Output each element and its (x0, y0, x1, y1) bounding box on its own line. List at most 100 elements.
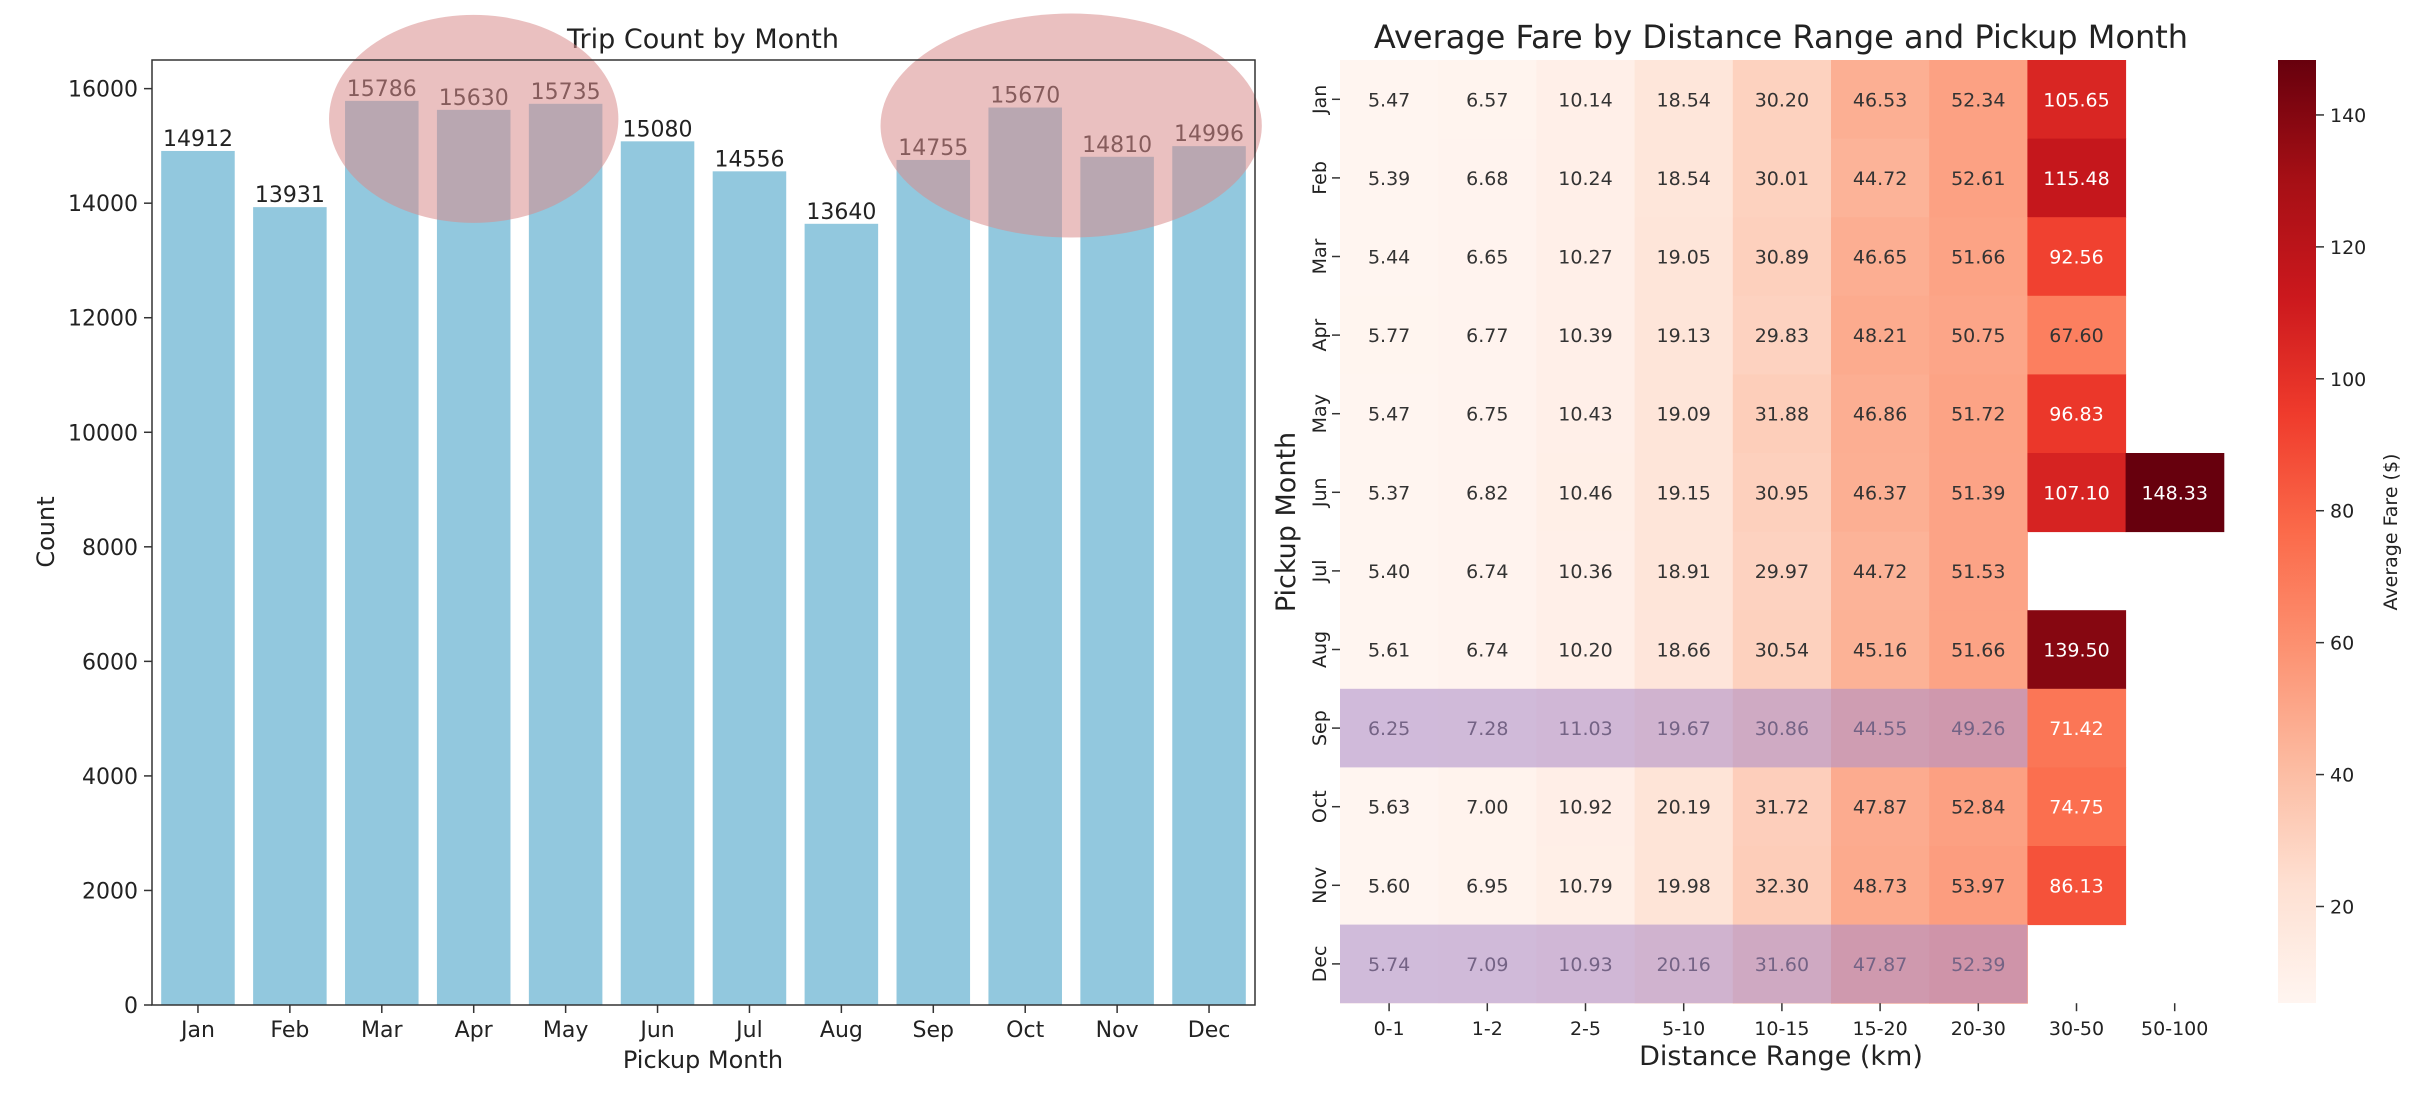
heatmap-y-axis-label: Pickup Month (1271, 432, 1302, 612)
bar-value-label: 14912 (163, 127, 233, 152)
heatmap-cell-value: 86.13 (2049, 875, 2103, 897)
heatmap-cell-value: 46.86 (1853, 404, 1907, 426)
heatmap-cell-value: 51.39 (1951, 482, 2005, 504)
heatmap-cell (1536, 295, 1636, 375)
heatmap-cell-value: 51.53 (1951, 561, 2005, 583)
heatmap-cell-value: 31.72 (1755, 797, 1809, 819)
heatmap-cell-value: 46.53 (1853, 89, 1907, 111)
heatmap-cell-value: 92.56 (2049, 247, 2103, 269)
heatmap-cell (1340, 767, 1439, 847)
heatmap-cell-value: 5.40 (1368, 561, 1410, 583)
heatmap-cell-value: 47.87 (1853, 797, 1907, 819)
heatmap-cell-value: 19.15 (1656, 482, 1710, 504)
colorbar: 20 40 60 80 100 120 140 Average Fare ($) (2278, 60, 2402, 1003)
bar-apr (436, 109, 511, 1005)
x-tick-label: Mar (361, 1018, 403, 1043)
heatmap-cell-value: 5.44 (1368, 247, 1410, 269)
heatmap-cell-value: 48.73 (1853, 875, 1907, 897)
heatmap-row-highlights (1340, 688, 2028, 1004)
heatmap-cell-value: 32.30 (1755, 875, 1809, 897)
heatmap-cell (1831, 453, 1930, 533)
bar-value-label: 14556 (714, 147, 784, 172)
colorbar-tick-label: 120 (2330, 237, 2366, 259)
heatmap-cell (1438, 453, 1537, 533)
heatmap-cell-value: 6.74 (1466, 640, 1508, 662)
heatmap-y-tick-label: Jul (1309, 559, 1331, 583)
heatmap-x-tick-label: 15-20 (1852, 1018, 1907, 1040)
heatmap-cell-value: 30.95 (1755, 482, 1809, 504)
colorbar-tick-label: 60 (2330, 633, 2354, 655)
heatmap-cell (1831, 374, 1930, 454)
heatmap-cell (1340, 610, 1439, 690)
heatmap-cell (1438, 217, 1537, 297)
heatmap-cell (1340, 374, 1439, 454)
bar-mar (345, 100, 419, 1006)
bar-jul (712, 171, 787, 1005)
heatmap-cell (1634, 295, 1734, 375)
heatmap-cell-value: 46.65 (1853, 247, 1907, 269)
bar-value-label: 13931 (255, 183, 325, 208)
bar-chart-title: Trip Count by Month (566, 24, 839, 55)
row-highlight (1340, 924, 2028, 1004)
heatmap-cell-value: 52.61 (1951, 168, 2005, 190)
heatmap-cell (1340, 295, 1439, 375)
heatmap-x-tick-label: 20-30 (1951, 1018, 2006, 1040)
heatmap-cell-value: 29.97 (1755, 561, 1809, 583)
heatmap-cell (1438, 531, 1537, 611)
heatmap-cell-value: 10.27 (1558, 247, 1612, 269)
heatmap-cell-value: 31.88 (1755, 404, 1809, 426)
heatmap-cell-value: 6.68 (1466, 168, 1508, 190)
heatmap-cell-value: 5.47 (1368, 89, 1410, 111)
heatmap-cell-value: 6.65 (1466, 247, 1508, 269)
heatmap-cell (2027, 453, 2127, 533)
heatmap-y-tick-label: Nov (1309, 867, 1331, 904)
heatmap-cell-value: 6.77 (1466, 325, 1508, 347)
heatmap-cell (1732, 767, 1832, 847)
heatmap-cell (2027, 846, 2127, 926)
heatmap-y-tick-label: Mar (1309, 238, 1331, 274)
bar-bars (161, 100, 1246, 1006)
heatmap-cell (1831, 767, 1930, 847)
heatmap-x-tick-label: 10-15 (1754, 1018, 1809, 1040)
heatmap-x-axis-label: Distance Range (km) (1639, 1041, 1923, 1072)
bar-aug (804, 223, 879, 1006)
heatmap-cell-value: 52.84 (1951, 797, 2005, 819)
heatmap-cell (1536, 453, 1636, 533)
heatmap-cell (1929, 453, 2028, 533)
heatmap-cell-value: 18.66 (1656, 640, 1710, 662)
heatmap-cell (2027, 295, 2127, 375)
heatmap-cells (1340, 60, 2225, 1004)
heatmap-y-tick-label: Oct (1309, 790, 1331, 823)
colorbar-tick-label: 40 (2330, 765, 2354, 787)
heatmap-cell (1340, 217, 1439, 297)
heatmap-cell-value: 19.13 (1656, 325, 1710, 347)
heatmap-cell-value: 115.48 (2043, 168, 2109, 190)
heatmap-cell-value: 5.39 (1368, 168, 1410, 190)
heatmap-cell-value: 10.79 (1558, 875, 1612, 897)
heatmap-cell-value: 51.66 (1951, 640, 2005, 662)
x-tick-label: Sep (913, 1018, 954, 1043)
x-tick-label: Jun (638, 1018, 674, 1043)
heatmap-cell (1732, 60, 1832, 140)
heatmap-cell (1634, 374, 1734, 454)
heatmap-cell (1536, 217, 1636, 297)
heatmap-cell-value: 29.83 (1755, 325, 1809, 347)
heatmap-cell (1340, 60, 1439, 140)
heatmap-cell (1831, 295, 1930, 375)
heatmap-cell-value: 96.83 (2049, 404, 2103, 426)
y-tick-label: 12000 (68, 307, 138, 332)
heatmap-cell (1831, 610, 1930, 690)
heatmap-cell-value: 5.37 (1368, 482, 1410, 504)
colorbar-tick-label: 80 (2330, 501, 2354, 523)
heatmap-cell (1732, 138, 1832, 218)
colorbar-tick-label: 20 (2330, 896, 2354, 918)
heatmap-cell-value: 5.47 (1368, 404, 1410, 426)
heatmap-cell-value: 74.75 (2049, 797, 2103, 819)
heatmap-x-tick-label: 30-50 (2049, 1018, 2104, 1040)
heatmap-cell (1929, 846, 2028, 926)
heatmap-cell (1732, 610, 1832, 690)
heatmap-y-tick-label: Sep (1309, 710, 1331, 746)
heatmap-cell (1634, 767, 1734, 847)
heatmap-x-tick-label: 1-2 (1472, 1018, 1503, 1040)
heatmap-cell (1536, 846, 1636, 926)
